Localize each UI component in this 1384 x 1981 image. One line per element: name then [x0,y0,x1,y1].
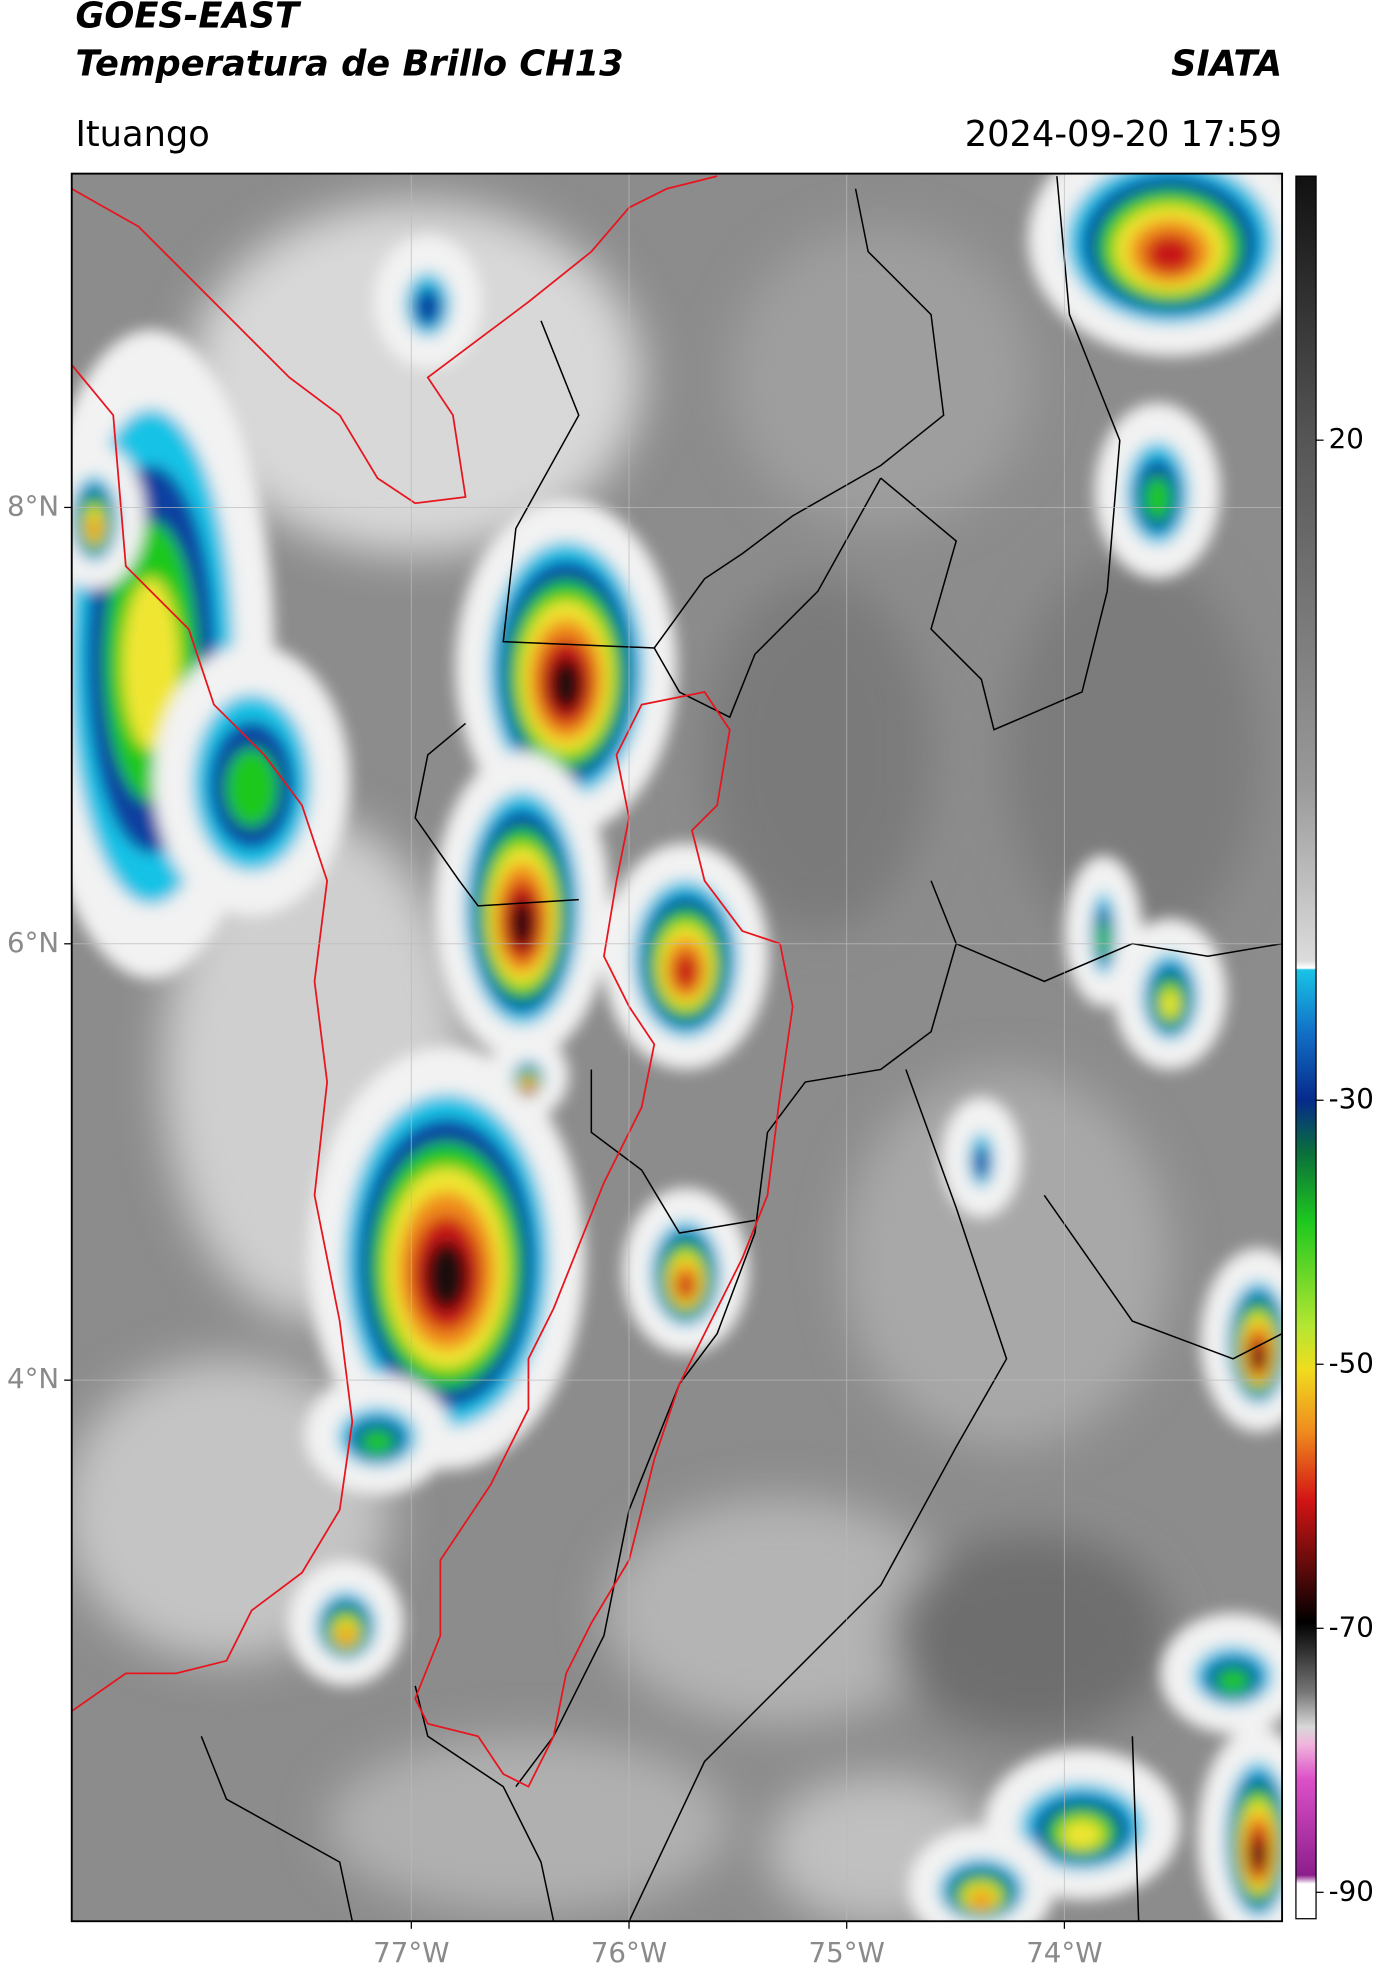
subtitle: Temperatura de Brillo CH13 [75,43,623,84]
storm-layer [359,1428,395,1455]
storm-layer [337,1625,355,1646]
storm-layer [549,657,583,712]
region-borders [71,175,794,1788]
x-tick-label: 76°W [591,1936,667,1969]
colorbar [1295,175,1317,1920]
storm-layer [1144,234,1196,275]
title: GOES-EAST [75,0,302,37]
storm-layer [1251,1838,1266,1871]
location: Ituango [75,114,209,155]
storm-layer [1215,1667,1251,1695]
storm-layer [413,287,442,327]
storm-layer [425,1240,469,1311]
map-frame [70,172,1284,1923]
x-tick-label: 74°W [1026,1936,1102,1969]
storm-cells [71,173,1283,1922]
storm-layer [1060,1819,1104,1850]
storm-layer [1160,988,1180,1020]
source: SIATA [1171,43,1282,84]
storm-layer [1097,920,1110,957]
storm-layer [672,952,699,991]
colorbar-tick-label: -50 [1329,1346,1374,1379]
storm-layer [525,1089,532,1098]
colorbar-tick-label: -30 [1329,1082,1374,1115]
colorbar-tick-label: -90 [1329,1874,1374,1907]
colorbar-tick-label: 20 [1329,422,1364,455]
y-tick-label: 4°N [7,1362,59,1395]
datetime: 2024-09-20 17:59 [965,114,1282,155]
x-tick-label: 75°W [809,1936,885,1969]
storm-layer [87,516,102,541]
x-tick-label: 77°W [373,1936,449,1969]
storm-layer [1143,475,1172,521]
storm-layer [677,1273,695,1299]
colorbar-tick-label: -70 [1329,1610,1374,1643]
admin-borders [200,176,1283,1922]
storm-layer [973,1145,990,1180]
storm-layer [509,898,535,949]
storm-layer [225,748,278,828]
storm-layer [122,578,180,751]
storm-layer [969,1890,994,1909]
storm-layer [1251,1344,1265,1371]
y-tick-label: 6°N [7,926,59,959]
satellite-image [71,173,1283,1922]
y-tick-label: 8°N [7,489,59,522]
